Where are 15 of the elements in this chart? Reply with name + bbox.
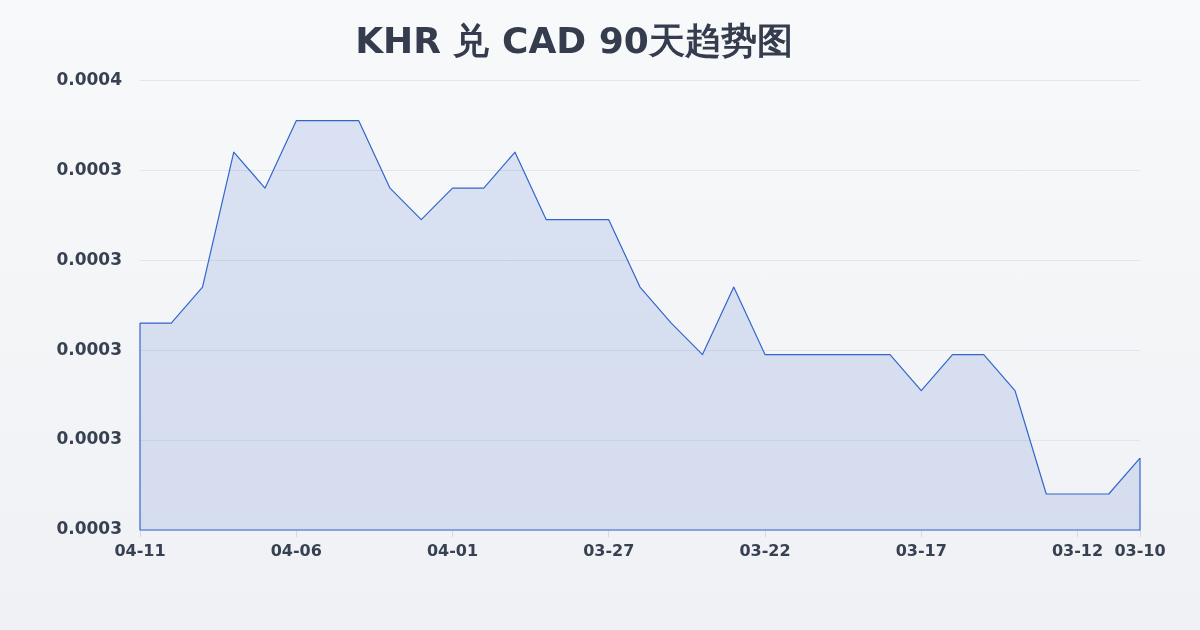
- y-tick-label: 0.0003: [56, 428, 122, 449]
- x-tick-label: 03-10: [1114, 540, 1166, 560]
- chart-title: KHR 兑 CAD 90天趋势图: [355, 19, 793, 61]
- x-tick-label: 03-27: [583, 540, 635, 560]
- y-tick-label: 0.0003: [56, 338, 122, 359]
- y-tick-label: 0.0003: [56, 248, 122, 269]
- x-tick-label: 04-11: [114, 540, 166, 560]
- x-tick-label: 04-01: [426, 540, 479, 560]
- x-tick-label: 04-06: [270, 540, 322, 560]
- y-tick-label: 0.0004: [56, 68, 123, 89]
- y-tick-label: 0.0003: [56, 158, 122, 179]
- x-tick-label: 03-12: [1051, 540, 1104, 560]
- y-tick-label: 0.0003: [56, 518, 122, 539]
- x-tick-label: 03-22: [739, 540, 791, 560]
- x-tick-label: 03-17: [895, 540, 947, 560]
